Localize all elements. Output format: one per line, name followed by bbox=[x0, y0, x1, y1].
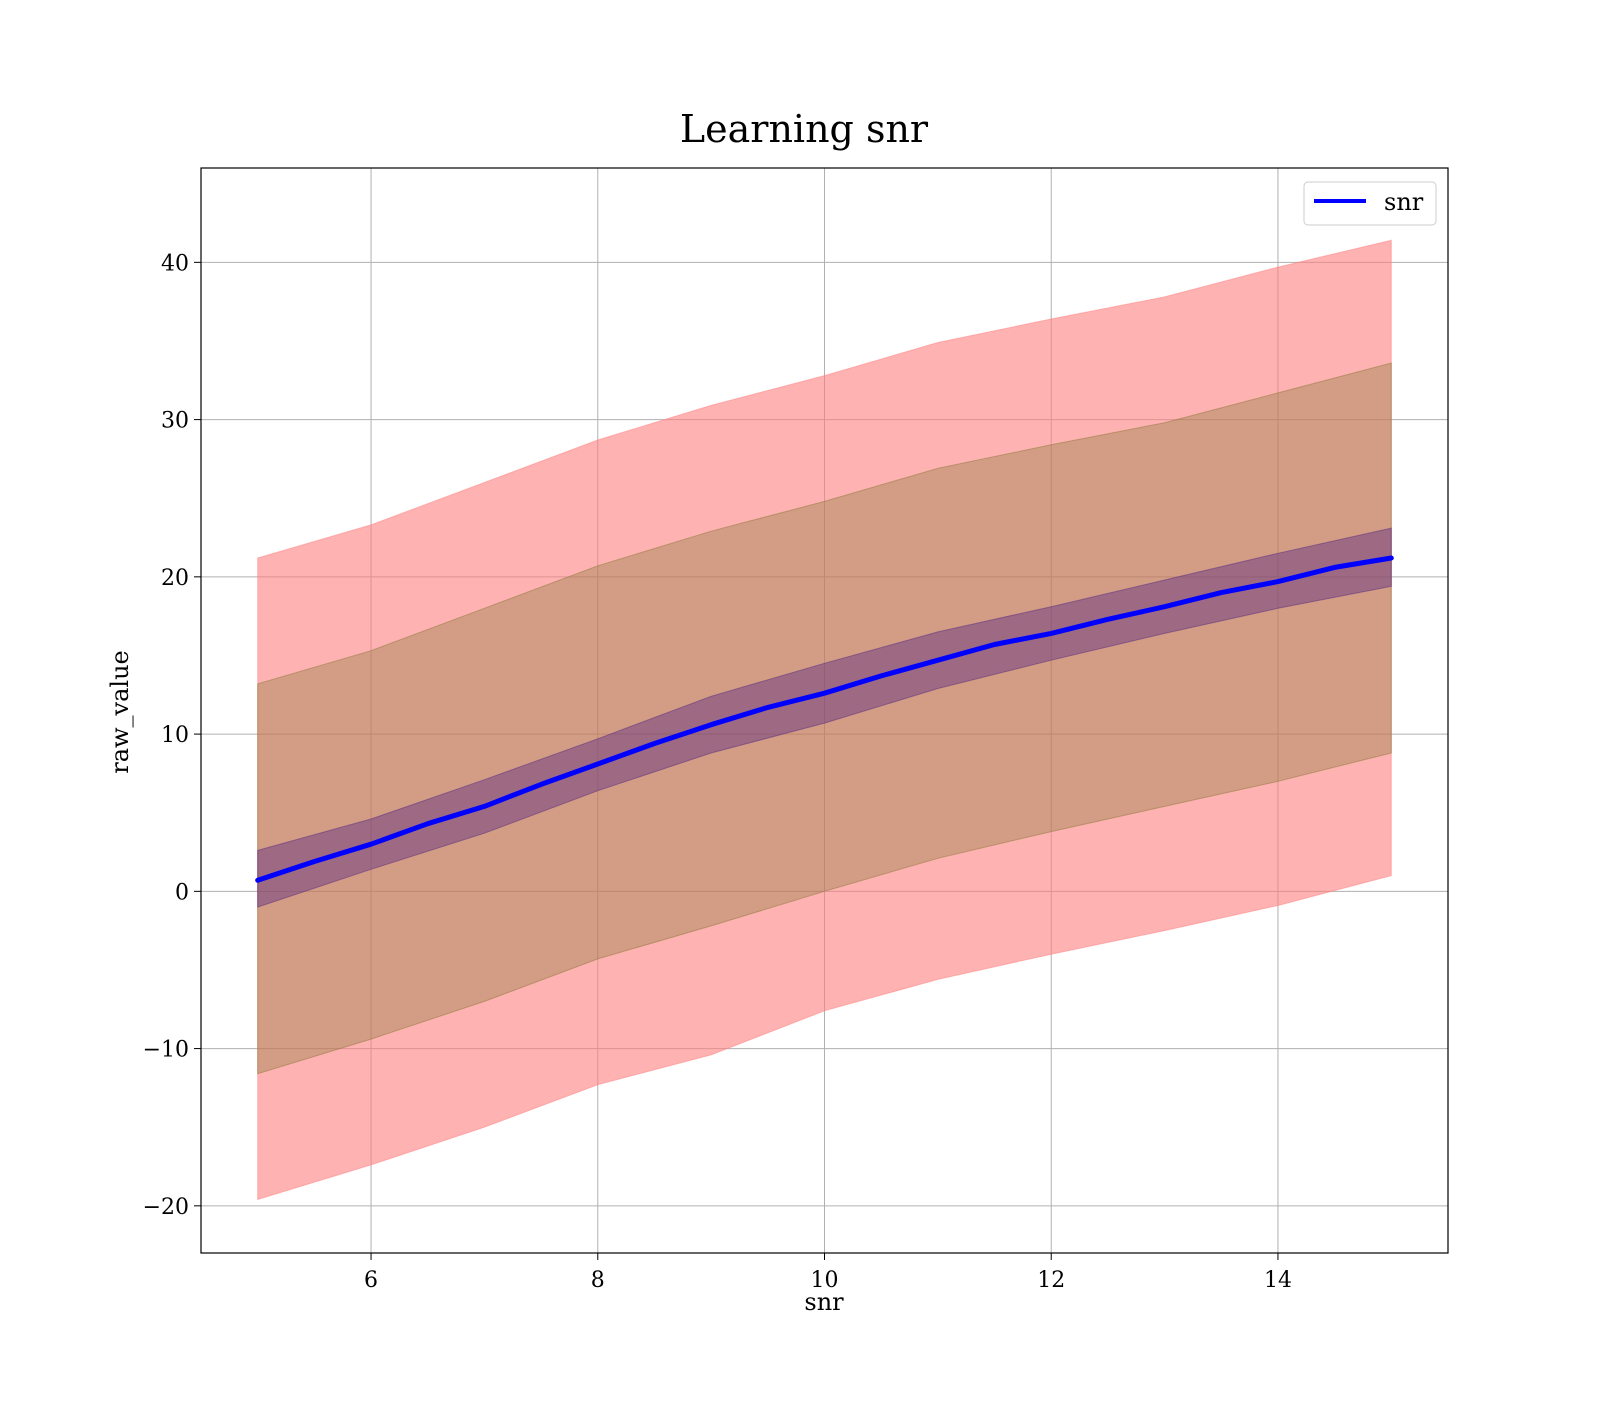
legend-label-snr: snr bbox=[1384, 188, 1424, 216]
band-inner bbox=[257, 527, 1392, 908]
y-axis-ticks: −20 −10 0 10 20 30 40 bbox=[143, 251, 201, 1220]
legend-box bbox=[1303, 181, 1437, 226]
confidence-bands bbox=[257, 239, 1392, 1201]
series-line-snr bbox=[255, 555, 1394, 883]
y-tick-label: 0 bbox=[175, 880, 189, 905]
x-tick-label: 10 bbox=[811, 1268, 839, 1293]
x-axis-label: snr bbox=[804, 1288, 844, 1316]
x-tick-label: 14 bbox=[1264, 1268, 1292, 1293]
y-tick-label: 20 bbox=[161, 566, 189, 591]
x-tick-label: 6 bbox=[364, 1268, 378, 1293]
y-tick-label: 40 bbox=[161, 251, 189, 276]
series-lines bbox=[255, 555, 1394, 883]
x-tick-label: 8 bbox=[591, 1268, 605, 1293]
legend: snr bbox=[1303, 181, 1437, 226]
y-tick-label: −20 bbox=[143, 1195, 189, 1220]
band-outer bbox=[257, 239, 1392, 1201]
y-tick-label: 10 bbox=[161, 723, 189, 748]
chart-title: Learning snr bbox=[680, 107, 929, 151]
band-middle bbox=[257, 362, 1392, 1075]
y-tick-label: 30 bbox=[161, 409, 189, 434]
y-axis-label: raw_value bbox=[106, 650, 134, 774]
y-tick-label: −10 bbox=[143, 1038, 189, 1063]
x-tick-label: 12 bbox=[1037, 1268, 1065, 1293]
x-axis-ticks: 6 8 10 12 14 bbox=[364, 1253, 1292, 1293]
